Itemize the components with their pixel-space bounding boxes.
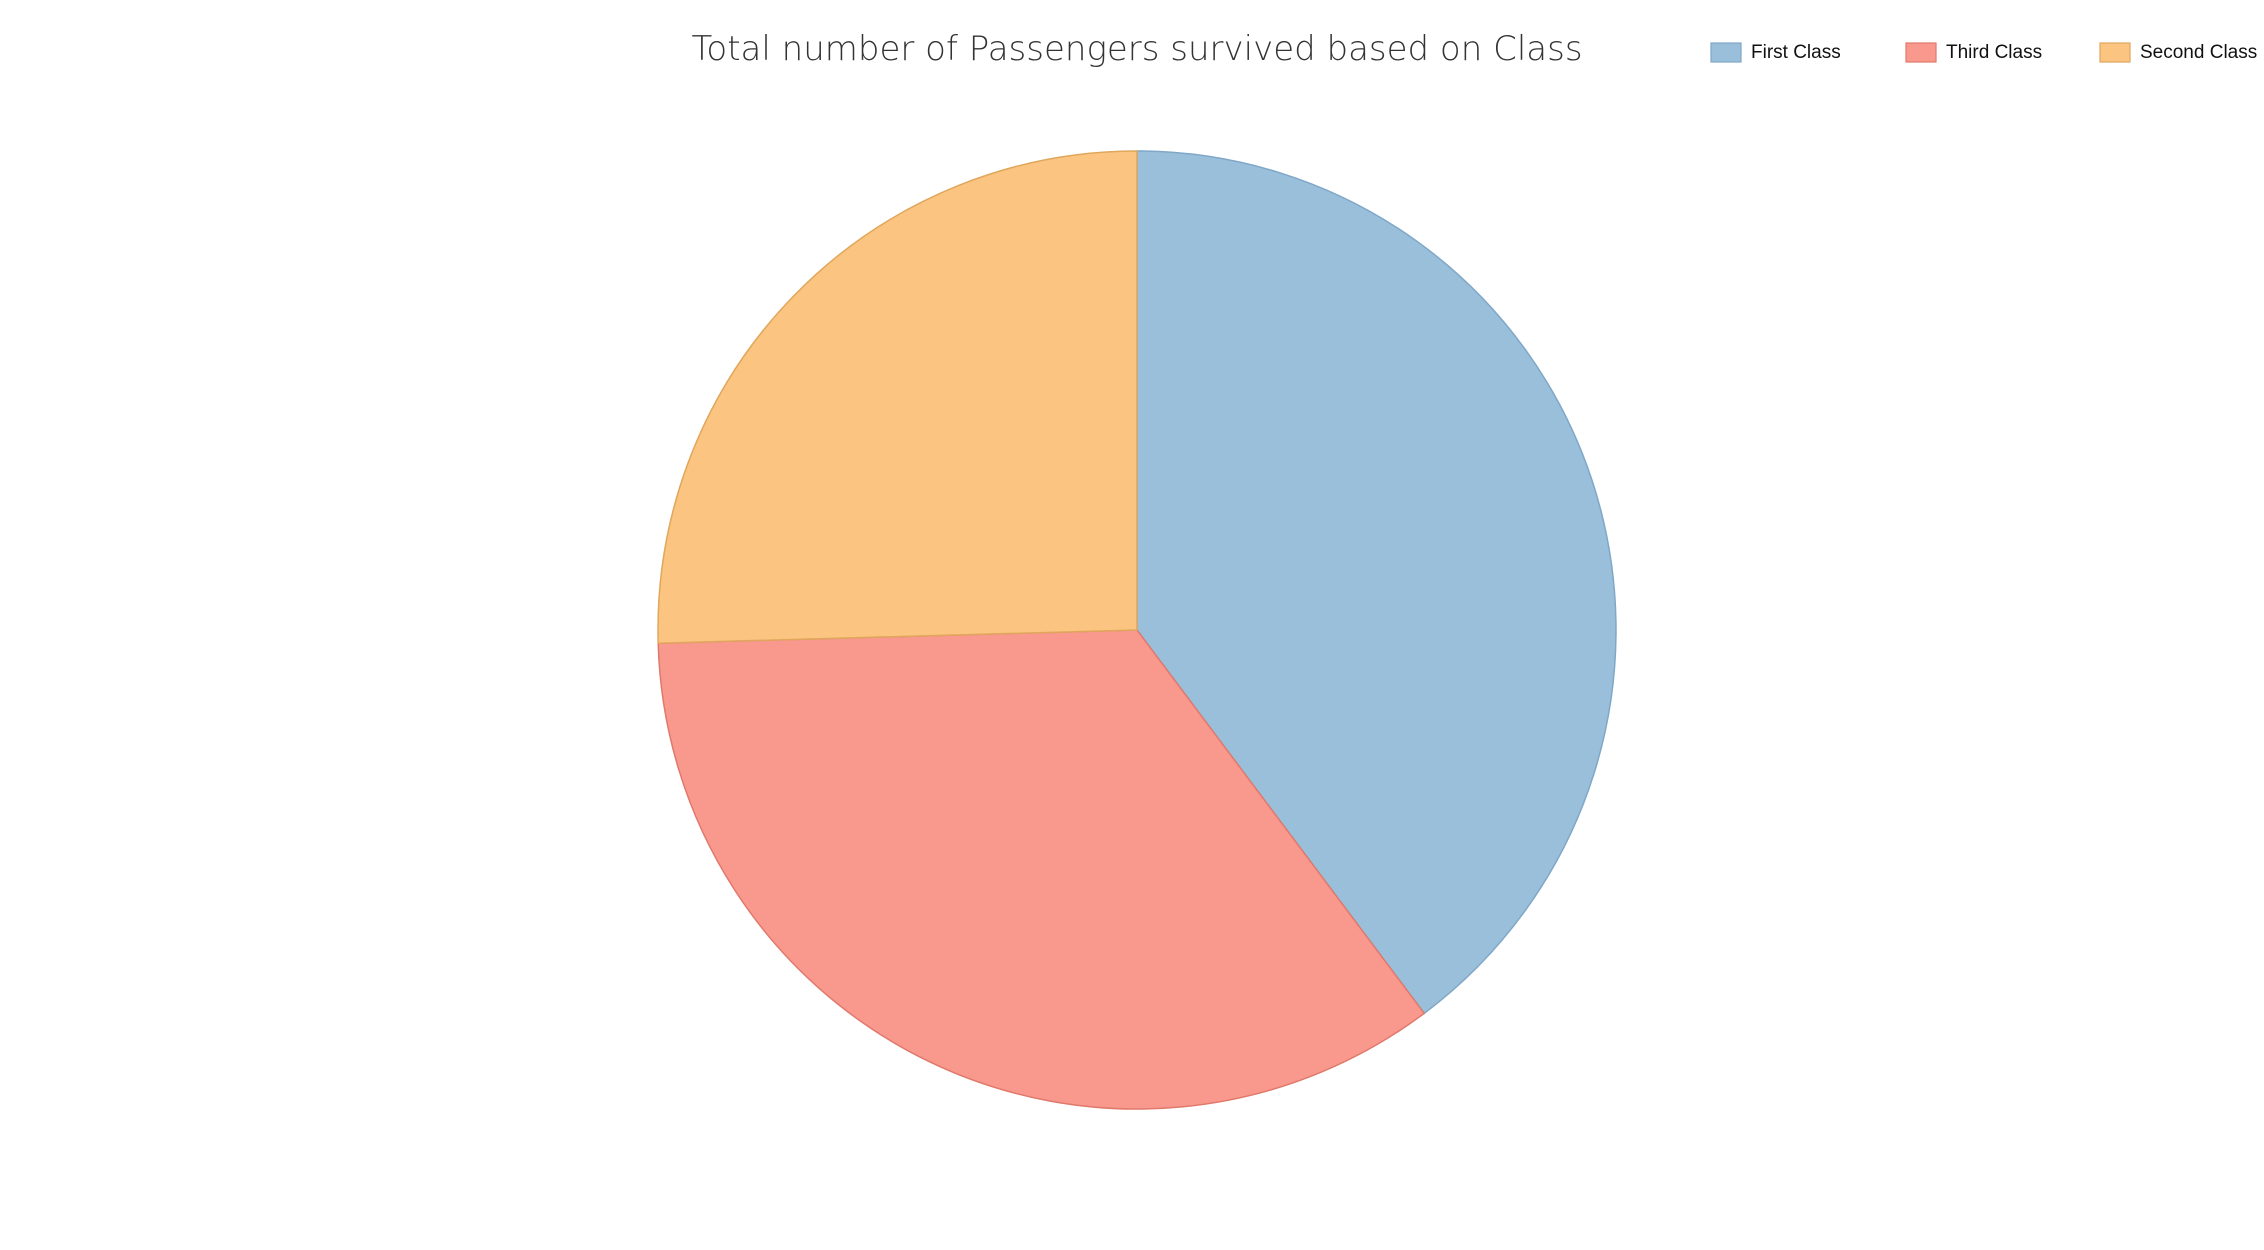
legend-swatch (2099, 42, 2131, 63)
legend-item-third-class[interactable]: Third Class (1905, 42, 2042, 63)
legend: First Class Third Class Second Class (1710, 42, 2257, 63)
legend-item-first-class[interactable]: First Class (1710, 42, 1841, 63)
chart-title: Total number of Passengers survived base… (691, 29, 1582, 69)
legend-swatch (1710, 42, 1742, 63)
legend-label: First Class (1751, 42, 1841, 63)
legend-label: Third Class (1946, 42, 2042, 63)
pie-slice-first-class[interactable] (1136, 150, 1617, 1015)
legend-label: Second Class (2140, 42, 2257, 63)
legend-swatch (1905, 42, 1937, 63)
pie-slices (657, 150, 1617, 1110)
pie-slice-second-class[interactable] (657, 150, 1138, 644)
legend-item-second-class[interactable]: Second Class (2099, 42, 2257, 63)
pie-slice-third-class[interactable] (657, 629, 1426, 1110)
